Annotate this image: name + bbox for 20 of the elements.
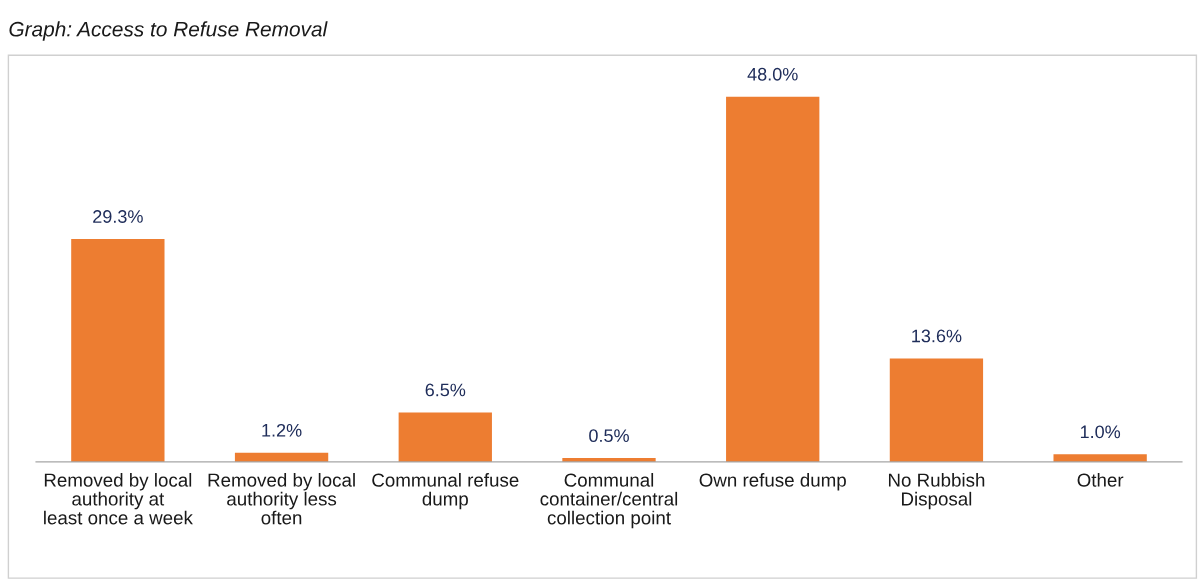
bar xyxy=(726,96,820,462)
x-tick-label: Communal container/central collection point xyxy=(540,473,678,529)
x-tick-label: Own refuse dump xyxy=(699,473,846,491)
x-tick-label: Other xyxy=(1077,473,1124,487)
x-tick-label: Removed by local authority at least once a week xyxy=(44,473,193,525)
data-label: 0.5% xyxy=(589,429,629,443)
x-tick-label: Communal refuse dump xyxy=(372,473,519,510)
bar xyxy=(1053,454,1147,462)
data-label: 6.5% xyxy=(425,383,466,397)
data-label: 48.0% xyxy=(747,67,798,81)
bar xyxy=(889,358,984,462)
x-tick-label: Removed by local authority less often xyxy=(208,473,355,525)
bar xyxy=(71,238,165,462)
data-label: 13.6% xyxy=(912,329,962,343)
data-label: 1.0% xyxy=(1080,425,1121,439)
chart-title: Graph: Access to Refuse Removal xyxy=(9,21,328,41)
data-label: 29.3% xyxy=(93,210,143,223)
data-label: 1.2% xyxy=(262,423,302,437)
x-tick-label: No Rubbish Disposal xyxy=(888,473,985,510)
bar xyxy=(398,412,492,462)
